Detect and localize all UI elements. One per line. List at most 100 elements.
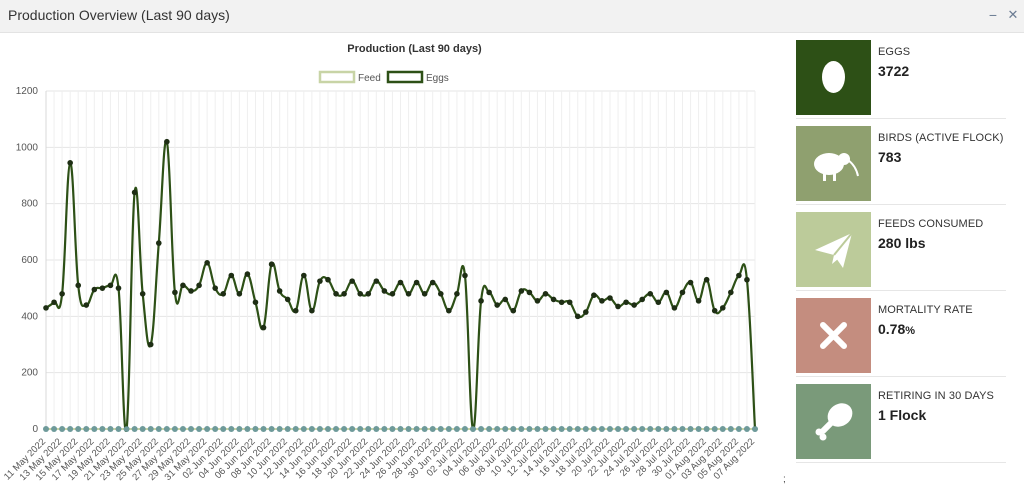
feed-point <box>631 426 638 432</box>
feed-point <box>582 426 589 432</box>
stat-value: 783 <box>878 149 902 165</box>
stat-card-retiring: RETIRING IN 30 DAYS 1 Flock <box>796 384 1006 463</box>
feed-point <box>623 426 630 432</box>
eggs-point <box>583 309 589 315</box>
eggs-point <box>421 291 428 297</box>
eggs-point <box>357 291 364 297</box>
eggs-point <box>381 288 388 294</box>
eggs-point <box>703 276 710 283</box>
eggs-point <box>51 299 57 306</box>
feed-point <box>357 426 364 432</box>
feed-point <box>727 426 734 432</box>
eggs-point <box>728 289 734 296</box>
feed-point <box>663 426 670 432</box>
feed-point <box>284 426 291 432</box>
eggs-point <box>534 298 541 304</box>
feed-point <box>687 426 694 432</box>
eggs-point <box>212 285 218 291</box>
feed-point <box>405 426 412 432</box>
feed-point <box>478 426 485 432</box>
eggs-point <box>639 296 646 303</box>
eggs-point <box>172 289 178 296</box>
eggs-point <box>526 289 533 296</box>
feed-point <box>324 426 331 432</box>
eggs-point <box>502 296 509 303</box>
eggs-point <box>429 279 436 286</box>
eggs-point <box>647 291 654 297</box>
feed-point <box>236 426 243 432</box>
feed-point <box>292 426 299 432</box>
eggs-point <box>99 285 106 291</box>
stat-tile-eggs <box>796 40 871 115</box>
minimize-button[interactable]: − <box>988 7 998 23</box>
stat-card-birds: BIRDS (ACTIVE FLOCK) 783 <box>796 126 1006 205</box>
eggs-point <box>494 302 500 308</box>
eggs-point <box>188 288 194 294</box>
eggs-point <box>373 278 380 284</box>
feed-point <box>639 426 646 432</box>
eggs-point <box>236 291 243 297</box>
feed-point <box>510 426 517 432</box>
eggs-point <box>180 282 186 289</box>
feed-point <box>131 426 138 432</box>
feed-point <box>743 426 750 432</box>
feed-point <box>308 426 315 432</box>
stat-tile-birds <box>796 126 871 201</box>
feed-point <box>300 426 307 432</box>
eggs-point <box>623 299 629 306</box>
feed-point <box>107 426 114 432</box>
stray-mark: ; <box>783 474 786 485</box>
eggs-point <box>276 288 283 294</box>
feed-point <box>67 426 74 432</box>
feed-point <box>212 426 219 432</box>
feed-point <box>268 426 275 432</box>
feed-point <box>99 426 106 432</box>
eggs-point <box>325 276 331 283</box>
feed-point <box>647 426 654 432</box>
feed-point <box>550 426 557 432</box>
eggs-point <box>542 291 549 297</box>
y-tick-label: 200 <box>21 368 38 379</box>
feed-point <box>671 426 678 432</box>
feed-point <box>163 426 170 432</box>
close-button[interactable]: ✕ <box>1007 7 1019 22</box>
stat-value: 3722 <box>878 63 910 79</box>
eggs-point <box>204 260 210 266</box>
eggs-point <box>574 313 581 320</box>
stat-card-mortality: MORTALITY RATE 0.78% <box>796 298 1006 377</box>
eggs-point <box>446 307 452 314</box>
feed-point <box>574 426 581 432</box>
stat-tile-mortality <box>796 298 871 373</box>
production-chart: Production (Last 90 days) Feed Eggs 0 200 400… <box>0 32 780 497</box>
feed-point <box>316 426 323 432</box>
eggs-point <box>566 299 573 306</box>
feed-point <box>115 426 122 432</box>
feed-point <box>542 426 549 432</box>
feed-point <box>51 426 58 432</box>
stat-value: 1 Flock <box>878 407 927 423</box>
eggs-point <box>268 261 275 268</box>
feed-point <box>534 426 541 432</box>
stat-label: MORTALITY RATE <box>878 304 973 316</box>
eggs-point <box>687 279 694 286</box>
eggs-point <box>599 298 605 304</box>
feed-point <box>228 426 235 432</box>
feed-point <box>566 426 573 432</box>
eggs-point <box>462 272 468 279</box>
feed-point <box>373 426 380 432</box>
feed-point <box>341 426 348 432</box>
y-tick-label: 600 <box>21 255 38 266</box>
feed-point <box>397 426 404 432</box>
feed-point <box>421 426 428 432</box>
feed-point <box>719 426 726 432</box>
eggs-point <box>486 289 492 296</box>
feed-point <box>526 426 533 432</box>
eggs-point <box>164 138 170 145</box>
eggs-point <box>139 291 146 297</box>
eggs-point <box>719 305 726 311</box>
eggs-point <box>75 282 82 289</box>
eggs-point <box>736 272 742 279</box>
feed-point <box>389 426 396 432</box>
feed-point <box>703 426 710 432</box>
feed-point <box>486 426 493 432</box>
